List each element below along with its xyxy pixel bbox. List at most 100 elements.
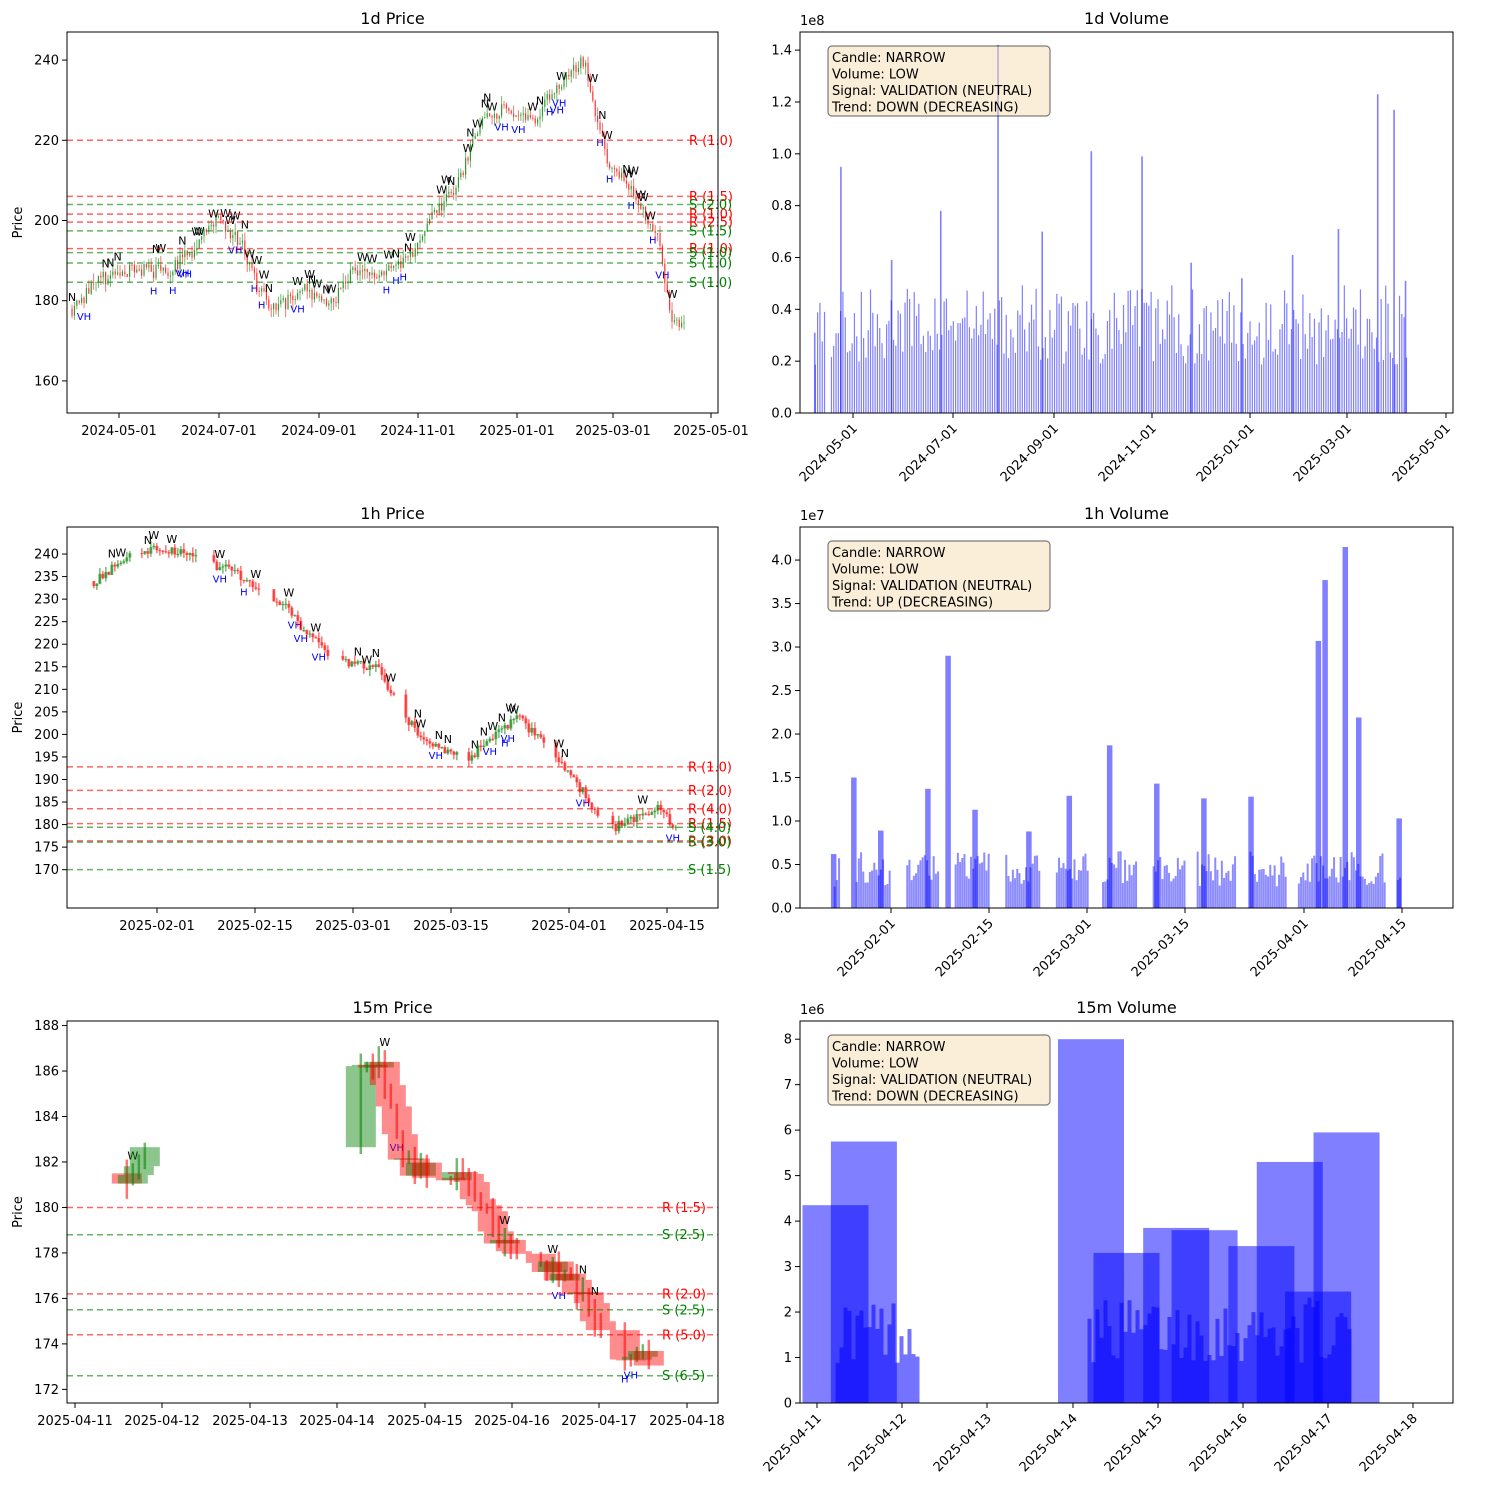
candle-body xyxy=(173,547,177,555)
volume-bar-fill xyxy=(1143,302,1145,413)
candle-body xyxy=(98,573,102,584)
volume-bar-fill xyxy=(1378,361,1380,413)
candle-body xyxy=(76,300,78,306)
x-tick-label: 2025-04-11 xyxy=(761,1411,825,1475)
volume-bar-fill xyxy=(1337,882,1340,908)
candle-body xyxy=(208,226,210,232)
candle-body xyxy=(665,812,669,815)
volume-bar-fill xyxy=(913,292,915,413)
volume-bar-fill xyxy=(1242,344,1244,413)
candle-body xyxy=(392,693,396,695)
volume-bar-fill xyxy=(1302,294,1304,413)
support-label: S (2.5) xyxy=(662,1228,705,1243)
pattern-marker: N xyxy=(591,1285,599,1298)
candle-body xyxy=(585,62,587,67)
candle-body xyxy=(585,1321,616,1331)
volume-bar-fill xyxy=(1075,880,1078,908)
volume-bar-fill xyxy=(1369,319,1371,413)
candle-body xyxy=(565,75,568,80)
volume-bar-fill xyxy=(1111,348,1113,413)
volume-bar-fill xyxy=(903,1354,908,1403)
volume-bar-fill xyxy=(1332,338,1334,413)
candle-body xyxy=(488,738,492,742)
volume-bar-fill xyxy=(865,357,867,413)
volume-bar-fill xyxy=(938,349,941,413)
volume-bar-fill xyxy=(1306,863,1309,908)
volume-marker: VH xyxy=(290,305,304,316)
volume-bar-fill xyxy=(860,852,863,908)
volume-bars xyxy=(802,1039,1380,1403)
candle-body xyxy=(453,192,455,195)
volume-bar-fill xyxy=(1371,332,1373,413)
x-tick-label: 2025-04-15 xyxy=(629,919,705,934)
volume-marker: H xyxy=(649,236,657,247)
volume-bar-fill xyxy=(1394,364,1396,413)
panel-title: 1h Volume xyxy=(1084,504,1169,523)
candle-body xyxy=(232,235,234,239)
volume-bar-fill xyxy=(982,291,984,413)
candle-body xyxy=(277,304,280,311)
candle-body xyxy=(522,113,524,115)
x-tick-label: 2025-04-15 xyxy=(1102,1411,1166,1475)
candle-body xyxy=(220,216,222,220)
candle-body xyxy=(380,667,384,675)
volume-bar-fill xyxy=(919,860,922,908)
candle-body xyxy=(245,580,249,582)
candle-body xyxy=(342,281,344,289)
volume-bar-fill xyxy=(871,870,874,908)
support-label: S (1.5) xyxy=(688,863,731,878)
volume-bar-fill xyxy=(1086,301,1088,413)
volume-bar-fill xyxy=(1055,872,1058,908)
y-tick-label: 220 xyxy=(34,638,59,653)
volume-bar-fill xyxy=(948,330,950,413)
pattern-marker: N xyxy=(481,98,489,111)
resistance-label: R (1.0) xyxy=(689,208,733,223)
info-line: Signal: VALIDATION (NEUTRAL) xyxy=(832,579,1032,594)
candle-body xyxy=(404,694,408,718)
volume-bar-fill xyxy=(932,856,935,908)
volume-bar-fill xyxy=(961,858,964,908)
candle-body xyxy=(169,275,172,277)
pattern-marker: W xyxy=(436,184,447,197)
volume-bar-fill xyxy=(895,345,897,413)
volume-bar-fill xyxy=(930,879,933,908)
candle-body xyxy=(297,293,299,299)
candle-body xyxy=(357,270,359,276)
volume-bar-fill xyxy=(853,313,856,413)
volume-bar-fill xyxy=(911,345,913,413)
volume-bar-fill xyxy=(835,879,838,908)
volume-bar-fill xyxy=(1278,874,1281,908)
volume-bar-fill xyxy=(989,313,991,413)
volume-bar-fill xyxy=(886,324,888,413)
y-tick-label: 188 xyxy=(34,1019,59,1034)
volume-bar-fill xyxy=(934,873,937,908)
volume-bar-fill xyxy=(1020,883,1023,908)
candle-body xyxy=(395,264,397,266)
candle-body xyxy=(314,637,318,639)
candle-body xyxy=(224,564,228,567)
volume-bar-fill xyxy=(902,351,904,413)
volume-bar-fill xyxy=(929,335,931,413)
y-tick-label: 186 xyxy=(34,1065,59,1080)
volume-bar-fill xyxy=(1166,300,1168,413)
volume-bar-fill xyxy=(1187,345,1189,413)
candle-body xyxy=(537,1261,568,1272)
candle-body xyxy=(638,814,642,816)
candle-body xyxy=(174,260,176,272)
pattern-marker: N xyxy=(241,219,249,232)
candle-body xyxy=(567,1292,598,1294)
candle-body xyxy=(436,210,438,213)
candle-body xyxy=(484,117,486,119)
candle-body xyxy=(113,564,117,567)
volume-marker: H xyxy=(240,587,248,598)
volume-bar-fill xyxy=(1220,860,1223,908)
candle-body xyxy=(424,230,426,237)
volume-bar-fill xyxy=(1134,306,1136,413)
candle-body xyxy=(316,292,318,297)
volume-bar xyxy=(925,788,931,908)
volume-bar-fill xyxy=(1081,354,1083,413)
volume-bar-fill xyxy=(1214,327,1217,413)
volume-marker: VH xyxy=(576,799,590,810)
